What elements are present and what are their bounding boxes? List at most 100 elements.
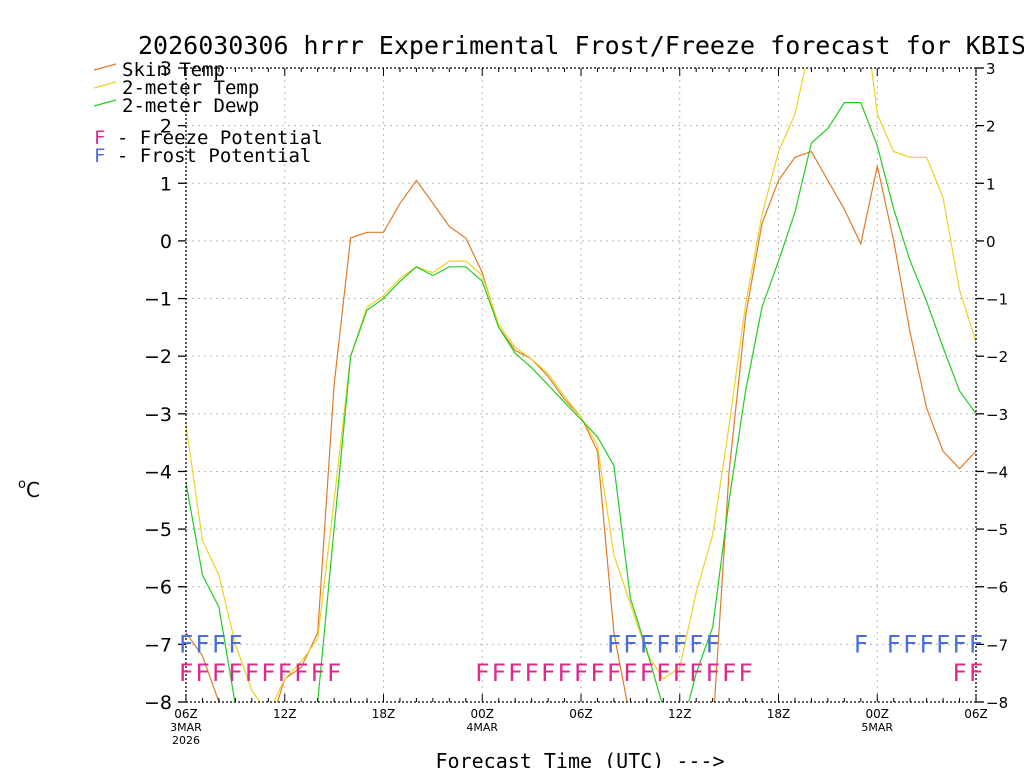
x-tick-label: 06Z — [174, 707, 198, 721]
y-tick-label-right: 2 — [986, 118, 996, 136]
freeze-potential-mark: F — [310, 659, 324, 687]
y-tick-label-left: −3 — [144, 404, 172, 426]
freeze-potential-mark: F — [574, 659, 588, 687]
series-lines — [186, 68, 976, 702]
frost-potential-mark: F — [640, 630, 654, 658]
y-tick-label-left: −8 — [144, 692, 172, 714]
y-tick-label-left: 2 — [160, 116, 172, 138]
frost-potential-mark: F — [705, 630, 719, 658]
frost-potential-mark: F — [195, 630, 209, 658]
freeze-potential-mark: F — [245, 659, 259, 687]
frost-potential-mark: F — [656, 630, 670, 658]
series-line-2-meter-temp — [186, 68, 976, 702]
axis-ticks: −8 −8 −7 −7 −6 −6 −5 −5 −4 −4 −3 −3 −2 −2 −1 −1 0 0 1 1 2 2 3 3… — [144, 58, 1008, 747]
freeze-potential-mark: F — [195, 659, 209, 687]
freeze-potential-mark: F — [491, 659, 505, 687]
legend-label: 2-meter Dewp — [122, 95, 259, 117]
freeze-potential-mark: F — [607, 659, 621, 687]
y-tick-label-right: −6 — [986, 579, 1008, 597]
freeze-potential-mark: F — [475, 659, 489, 687]
x-tick-date: 3MAR — [170, 721, 202, 734]
frost-freeze-marks: F F F F F F F F F F F F F F F F F FF F F F F F F F F F F F F F F F F F F F F F… — [179, 630, 983, 687]
legend-frost: F - Frost Potential — [94, 145, 311, 167]
frost-potential-mark: F — [969, 630, 983, 658]
grid-lines — [186, 68, 976, 702]
frost-potential-mark: F — [689, 630, 703, 658]
y-tick-label-left: −6 — [144, 577, 172, 599]
chart-title: 2026030306 hrrr Experimental Frost/Freez… — [138, 31, 1024, 60]
x-tick-label: 00Z — [471, 707, 495, 721]
y-tick-label-right: −7 — [986, 636, 1008, 654]
frost-potential-mark: F — [936, 630, 950, 658]
x-tick-label: 18Z — [372, 707, 396, 721]
frost-potential-mark: F — [952, 630, 966, 658]
freeze-potential-mark: F — [212, 659, 226, 687]
freeze-potential-mark: F — [623, 659, 637, 687]
series-line-2-meter-dewp — [186, 101, 976, 702]
x-tick-label: 00Z — [866, 707, 890, 721]
x-tick-date: 5MAR — [861, 721, 893, 734]
x-tick-label: 06Z — [569, 707, 593, 721]
freeze-potential-mark: F — [327, 659, 341, 687]
freeze-potential-mark: F — [969, 659, 983, 687]
legend-label: 2-meter Temp — [122, 77, 259, 99]
y-tick-label-left: −4 — [144, 461, 172, 483]
x-tick-year: 2026 — [172, 734, 200, 747]
y-axis-label: oC — [18, 477, 40, 502]
freeze-potential-mark: F — [952, 659, 966, 687]
freeze-potential-mark: F — [590, 659, 604, 687]
x-axis-label: Forecast Time (UTC) ---> — [436, 749, 725, 768]
y-tick-label-right: −8 — [986, 694, 1008, 712]
freeze-potential-mark: F — [508, 659, 522, 687]
freeze-potential-mark: F — [524, 659, 538, 687]
frost-potential-mark: F — [228, 630, 242, 658]
freeze-potential-mark: F — [738, 659, 752, 687]
legend-freeze-mark: F — [94, 127, 105, 149]
y-tick-label-left: 0 — [160, 231, 172, 253]
frost-potential-mark: F — [903, 630, 917, 658]
y-tick-label-right: 1 — [986, 175, 996, 193]
x-tick-label: 06Z — [964, 707, 988, 721]
freeze-potential-mark: F — [722, 659, 736, 687]
legend-freeze: F - Freeze Potential — [94, 127, 323, 149]
frost-potential-mark: F — [212, 630, 226, 658]
legend-swatch — [93, 99, 117, 107]
x-tick-label: 12Z — [273, 707, 297, 721]
y-tick-label-right: −3 — [986, 406, 1008, 424]
legend-swatch — [93, 63, 117, 71]
legend-freeze-text: - Freeze Potential — [105, 127, 322, 149]
y-axis-label-degree: o — [18, 477, 26, 492]
y-tick-label-right: 3 — [986, 60, 996, 78]
y-tick-label-right: −5 — [986, 521, 1008, 539]
x-tick-label: 18Z — [767, 707, 791, 721]
freeze-potential-mark: F — [228, 659, 242, 687]
y-tick-label-right: −1 — [986, 291, 1008, 309]
legend-swatch — [93, 81, 117, 89]
frost-potential-mark: F — [919, 630, 933, 658]
y-tick-label-left: −1 — [144, 289, 172, 311]
frost-potential-mark: F — [607, 630, 621, 658]
x-tick-label: 12Z — [668, 707, 692, 721]
legend-label: Skin Temp — [122, 59, 225, 81]
frost-potential-mark: F — [854, 630, 868, 658]
frost-potential-mark: F — [673, 630, 687, 658]
freeze-potential-mark: F — [179, 659, 193, 687]
freeze-potential-mark: F — [640, 659, 654, 687]
y-tick-label-left: 3 — [160, 58, 172, 80]
y-tick-label-left: −7 — [144, 634, 172, 656]
freeze-potential-mark: F — [294, 659, 308, 687]
frost-potential-mark: F — [886, 630, 900, 658]
x-tick-date: 4MAR — [466, 721, 498, 734]
y-axis-label-unit: C — [26, 478, 40, 502]
y-tick-label-right: 0 — [986, 233, 996, 251]
y-tick-label-left: 1 — [160, 173, 172, 195]
y-tick-label-right: −4 — [986, 463, 1008, 481]
freeze-potential-mark: F — [261, 659, 275, 687]
freeze-potential-mark: F — [705, 659, 719, 687]
freeze-potential-mark: F — [689, 659, 703, 687]
legend-frost-mark: F — [94, 145, 105, 167]
frost-potential-mark: F — [623, 630, 637, 658]
legend-frost-text: - Frost Potential — [105, 145, 311, 167]
